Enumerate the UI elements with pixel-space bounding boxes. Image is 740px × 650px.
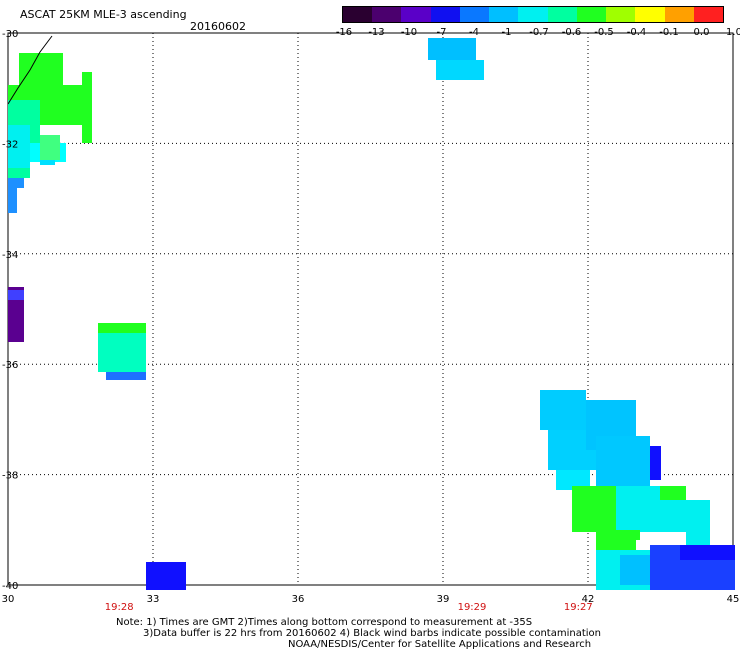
note-line-3: NOAA/NESDIS/Center for Satellite Applica… [288,639,592,650]
lon-tick-label: 45 [727,594,740,605]
data-patch [436,60,484,80]
data-patch [98,333,146,372]
lat-tick-label: -38 [2,471,18,482]
data-patch [660,486,686,500]
data-patch [106,372,146,380]
data-patch [540,390,586,430]
colorbar-segment [664,7,694,22]
data-patch [686,500,710,545]
time-label: 19:27 [564,602,593,613]
data-patch [146,562,186,590]
data-patch [8,188,17,213]
colorbar-segment [372,7,402,22]
lat-tick-label: -34 [2,250,18,261]
data-patch [556,470,590,490]
data-patch [572,486,620,532]
colorbar-segment [489,7,519,22]
colorbar-segment [401,7,431,22]
note-line-2: 3)Data buffer is 22 hrs from 20160602 4)… [143,628,601,639]
lon-tick-label: 36 [292,594,305,605]
map-title: ASCAT 25KM MLE-3 ascending [20,8,187,21]
colorbar-segment [635,7,665,22]
colorbar-segment [606,7,636,22]
colorbar-segment [576,7,607,22]
data-patches [8,38,735,590]
colorbar-segment [459,7,490,22]
lat-tick-label: -32 [2,139,18,150]
data-patch [620,555,650,585]
colorbar-segment [518,7,548,22]
note-line-1: Note: 1) Times are GMT 2)Times along bot… [116,617,533,628]
axis-ticks: 30 33 36 39 42 45 -30 -32 -34 -36 -38 -40 19:28 19:29… [2,29,740,613]
colorbar [342,6,724,23]
lon-tick-label: 30 [2,594,15,605]
lon-tick-label: 39 [437,594,450,605]
data-patch [596,436,650,486]
contamination-barb-line [7,35,53,105]
data-patch [40,135,60,160]
data-patch [428,38,476,60]
lat-tick-label: -36 [2,360,18,371]
data-patch [8,287,24,342]
colorbar-segment [430,7,460,22]
data-patch [8,168,30,178]
colorbar-segment [547,7,577,22]
time-label: 19:29 [458,602,487,613]
colorbar-segment [343,7,373,22]
data-patch [680,545,735,560]
data-patch [82,72,92,143]
data-patch [19,53,63,85]
time-label: 19:28 [105,602,134,613]
data-patch [8,178,24,188]
colorbar-segment [693,7,724,22]
map-date: 20160602 [190,20,246,33]
data-patch [98,323,146,333]
data-patch [596,530,640,550]
data-patch [8,125,30,175]
data-patch [8,290,24,300]
lat-tick-label: -40 [2,581,18,592]
lon-tick-label: 42 [582,594,595,605]
lon-tick-label: 33 [147,594,160,605]
lat-tick-label: -30 [2,29,18,40]
